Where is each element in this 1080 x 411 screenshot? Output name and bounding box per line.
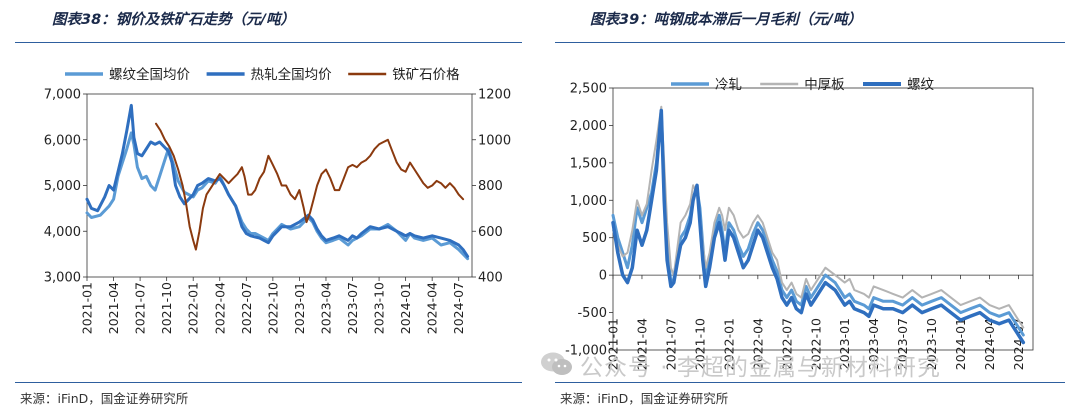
x-tick-label-6: 2022-07 — [239, 282, 254, 334]
y-tick-label-5: 1,500 — [570, 156, 607, 171]
y-tick-label-1: 4,000 — [44, 225, 81, 240]
watermark-text: 公众号 · 李超的金属与新材料研究 — [580, 355, 941, 381]
x-tick-label-1: 2021-04 — [634, 318, 649, 370]
y-tick-label-3: 6,000 — [44, 133, 81, 148]
x-tick-label-7: 2022-10 — [808, 318, 823, 370]
x-tick-label-0: 2021-01 — [606, 318, 621, 370]
right-chart-title: 图表39：吨钢成本滞后一月毛利（元/吨） — [590, 12, 862, 28]
series-line-1 — [85, 103, 470, 258]
y-tick-label-6: 2,000 — [570, 119, 607, 134]
x-tick-label-5: 2022-04 — [212, 282, 227, 334]
legend-label-0: 冷轧 — [715, 77, 742, 93]
x-tick-label-11: 2023-10 — [372, 282, 387, 334]
left-chart: 3,000 4,000 5,000 6,000 7,000 400 600 800 1000 12… — [44, 66, 511, 334]
left-title-rule — [15, 42, 522, 43]
x-tick-label-2: 2021-07 — [133, 282, 148, 334]
wechat-icon — [541, 352, 572, 375]
legend-label-1: 中厚板 — [804, 77, 845, 93]
y-tick-label-2: 5,000 — [44, 179, 81, 194]
x-tick-label-1: 2021-04 — [106, 282, 121, 334]
plot-frame — [86, 93, 473, 278]
x-tick-label-9: 2023-04 — [866, 318, 881, 370]
y-tick-label-4: 1,000 — [570, 194, 607, 209]
y-tick-label-7: 2,500 — [570, 82, 607, 97]
x-tick-label-11: 2023-10 — [924, 318, 939, 370]
plot-frame — [612, 87, 1034, 351]
series-line-2 — [611, 108, 1026, 345]
x-tick-label-3: 2021-10 — [692, 318, 707, 370]
series-line-1 — [612, 105, 1025, 329]
right-source: 来源：iFinD，国金证券研究所 — [560, 391, 729, 406]
y2-tick-label-2: 800 — [478, 179, 503, 194]
y-tick-label-2: 0 — [599, 269, 607, 284]
y-tick-label-0: 3,000 — [44, 271, 81, 286]
x-tick-label-4: 2022-01 — [186, 282, 201, 334]
right-source-rule — [555, 382, 1065, 383]
y-tick-label-0: -1,000 — [565, 344, 607, 359]
x-tick-label-6: 2022-07 — [779, 318, 794, 370]
x-tick-label-8: 2023-01 — [837, 318, 852, 370]
x-tick-label-12: 2024-01 — [953, 318, 968, 370]
series-line-0 — [611, 112, 1025, 337]
right-chart: -1,000 -500 0 500 1,000 1,500 2,000 2,500 2021-0… — [565, 77, 1034, 370]
y-tick-label-4: 7,000 — [44, 88, 81, 103]
series-line-2 — [155, 122, 465, 251]
x-tick-label-8: 2023-01 — [292, 282, 307, 334]
y2-tick-label-3: 1000 — [478, 133, 511, 148]
x-tick-label-0: 2021-01 — [80, 282, 95, 334]
x-tick-label-12: 2024-01 — [398, 282, 413, 334]
x-tick-label-2: 2021-07 — [663, 318, 678, 370]
x-tick-label-7: 2022-10 — [265, 282, 280, 334]
y-tick-label-3: 500 — [582, 231, 607, 246]
x-tick-label-14: 2024-07 — [451, 282, 466, 334]
legend-label-0: 螺纹全国均价 — [109, 66, 190, 83]
x-tick-label-5: 2022-04 — [750, 318, 765, 370]
right-title-rule — [555, 42, 1065, 43]
left-source-rule — [15, 382, 522, 383]
legend-label-2: 螺纹 — [907, 77, 935, 93]
y2-tick-label-4: 1200 — [478, 88, 511, 103]
x-tick-label-4: 2022-01 — [721, 318, 736, 370]
x-tick-label-3: 2021-10 — [159, 282, 174, 334]
legend-label-1: 热轧全国均价 — [251, 66, 332, 83]
x-tick-label-13: 2024-04 — [982, 318, 997, 370]
left-source: 来源：iFinD，国金证券研究所 — [20, 391, 189, 406]
x-tick-label-13: 2024-04 — [425, 282, 440, 334]
y2-tick-label-1: 600 — [478, 225, 503, 240]
x-tick-label-9: 2023-04 — [318, 282, 333, 334]
x-tick-label-10: 2023-07 — [895, 318, 910, 370]
y-tick-label-1: -500 — [577, 306, 607, 321]
left-chart-title: 图表38：钢价及铁矿石走势（元/吨） — [52, 12, 295, 28]
legend-label-2: 铁矿石价格 — [392, 67, 460, 83]
x-tick-label-10: 2023-07 — [345, 282, 360, 334]
y2-tick-label-0: 400 — [478, 271, 503, 286]
